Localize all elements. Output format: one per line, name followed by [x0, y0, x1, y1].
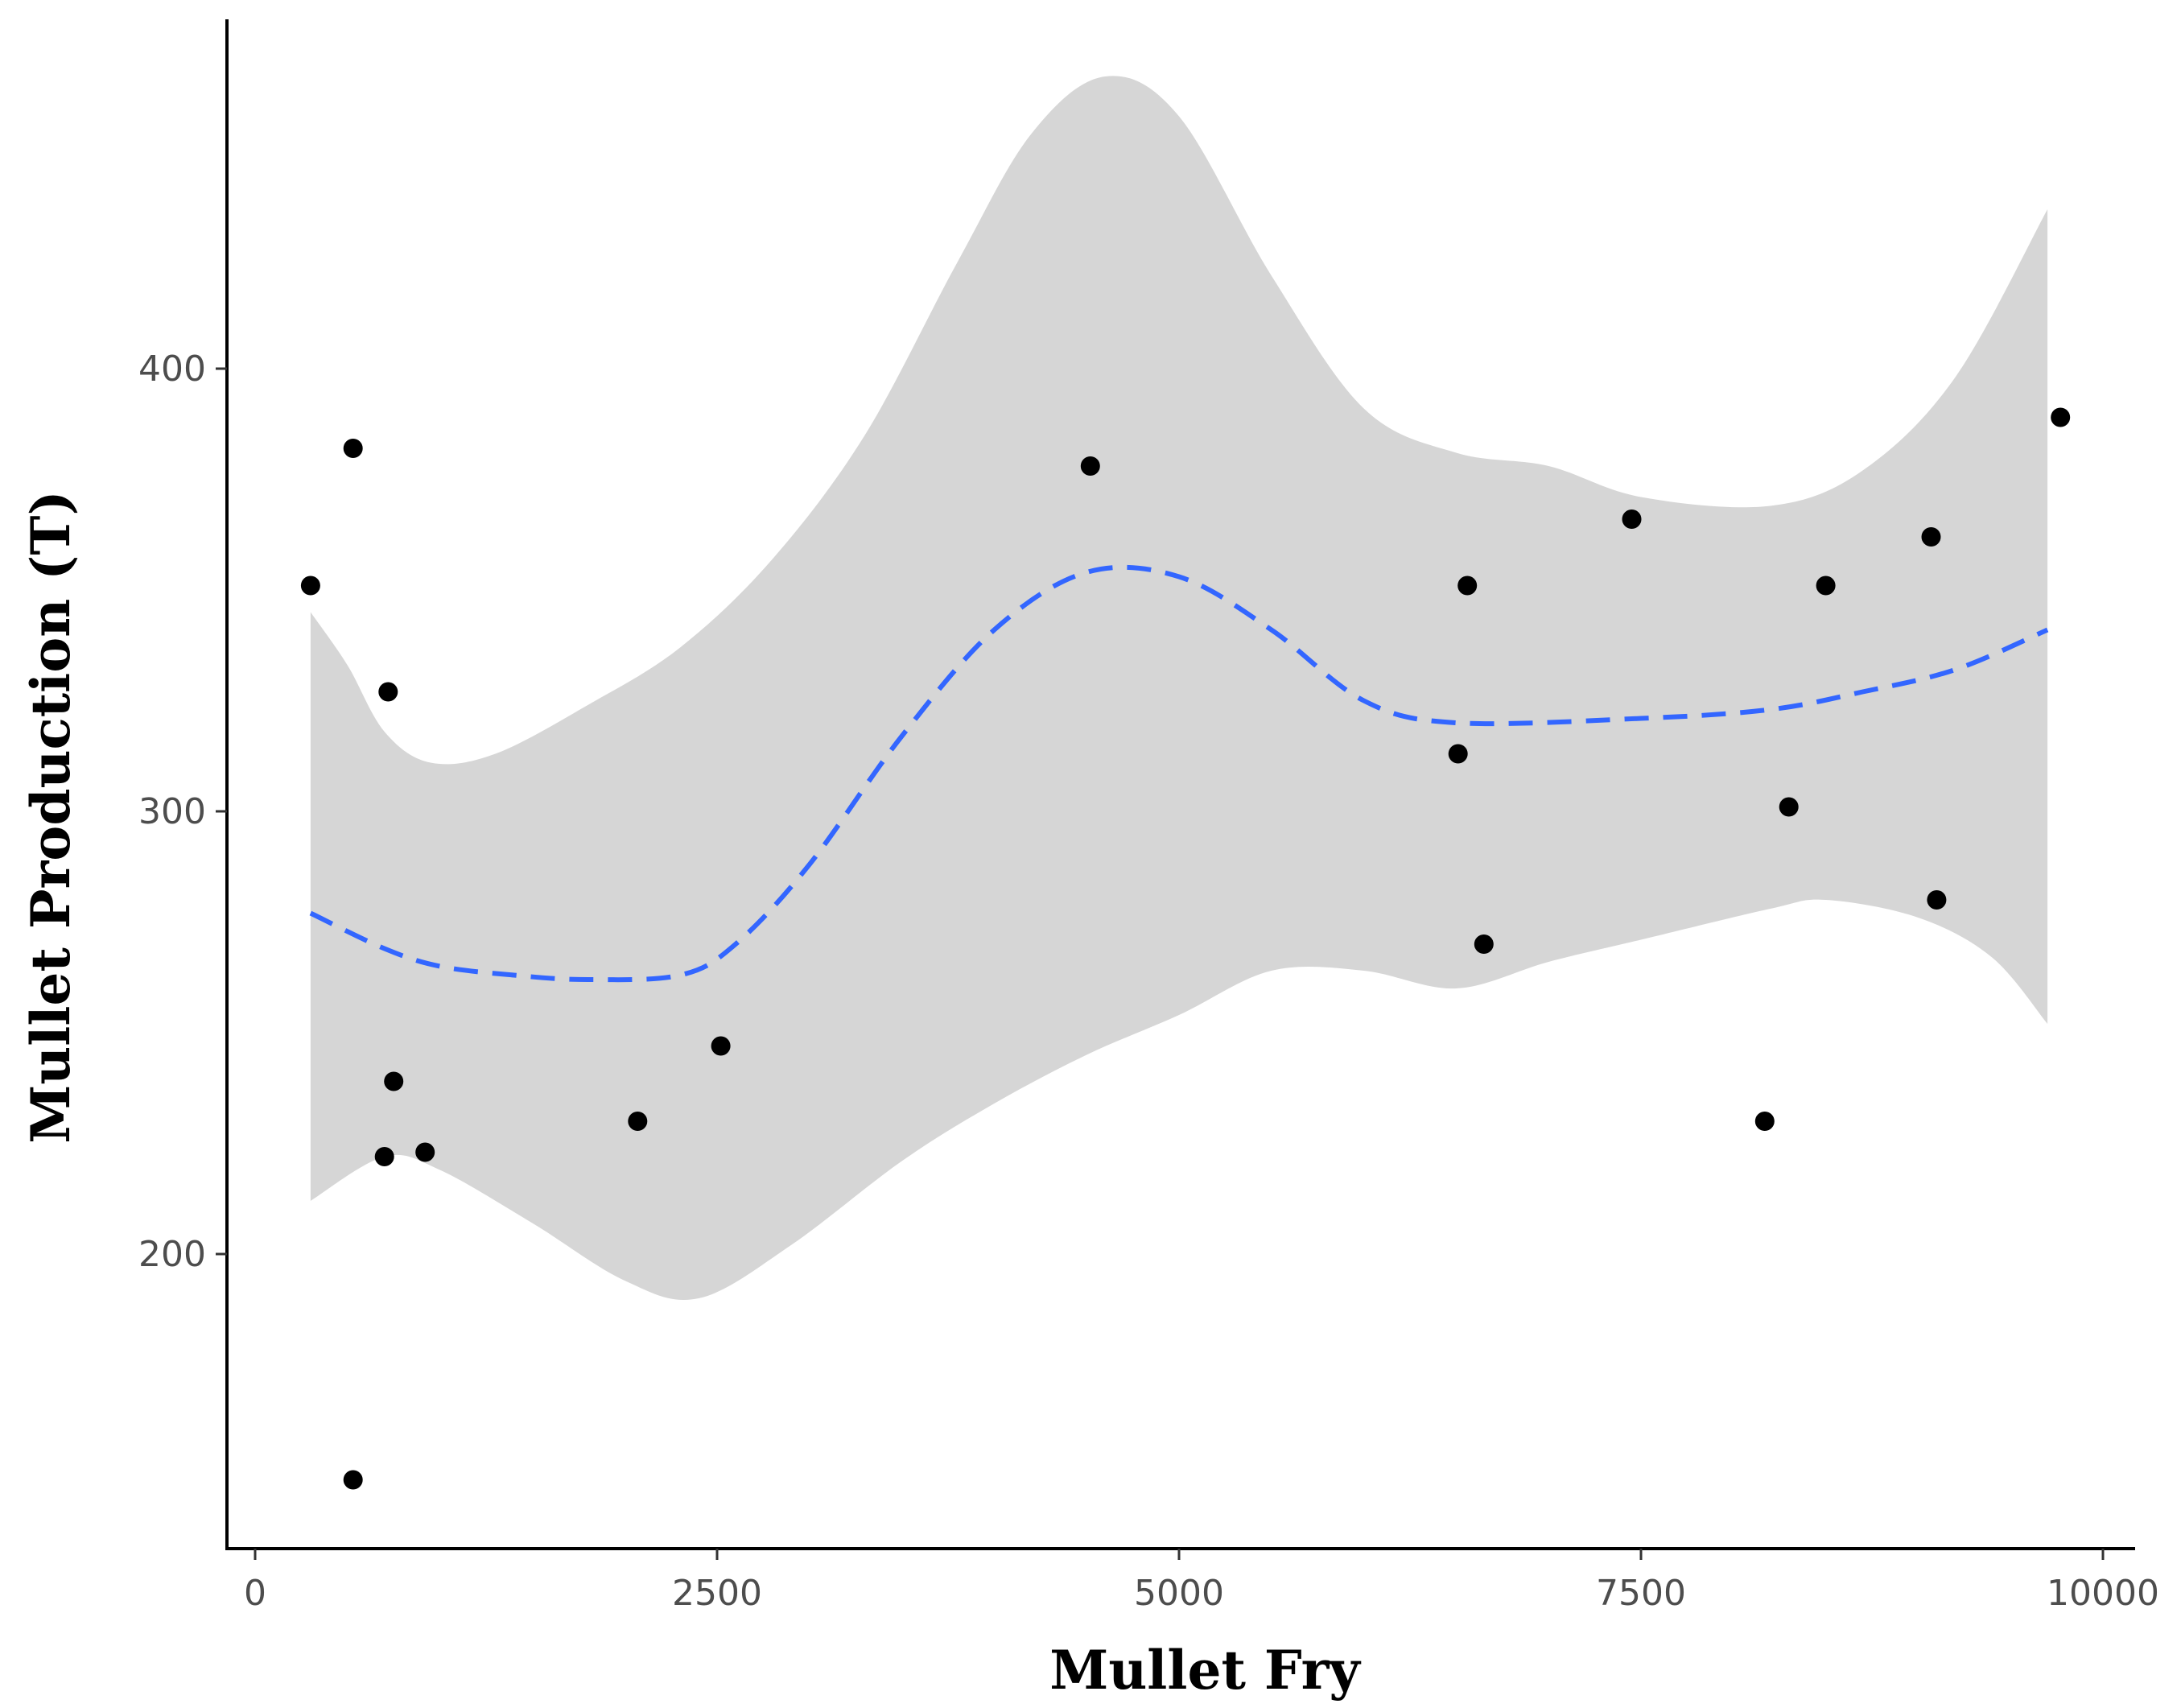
data-point	[1779, 797, 1799, 817]
data-points-layer	[300, 407, 2071, 1490]
data-point	[1921, 527, 1941, 547]
data-point	[1927, 890, 1947, 910]
x-tick-label: 5000	[1134, 1573, 1224, 1614]
data-point	[374, 1147, 394, 1166]
data-point	[1457, 576, 1478, 596]
data-point	[628, 1112, 648, 1131]
data-point	[343, 439, 363, 458]
x-tick-label: 7500	[1596, 1573, 1686, 1614]
data-point	[711, 1036, 731, 1056]
x-tick-label: 10000	[2047, 1573, 2159, 1614]
data-point	[2051, 407, 2071, 427]
confidence-band	[310, 76, 2048, 1301]
x-axis-title: Mullet Fry	[1049, 1639, 1361, 1702]
y-axis-title: Mullet Production (T)	[19, 490, 82, 1144]
data-point	[1448, 744, 1468, 764]
data-point	[415, 1142, 435, 1162]
y-tick-label: 200	[138, 1234, 206, 1275]
data-point	[1622, 510, 1642, 529]
smooth-trend-line	[309, 564, 2049, 983]
tick-layer: 0 2500 5000 7500 10000 200 300 400	[138, 349, 2159, 1614]
y-tick-label: 400	[138, 349, 206, 390]
data-point	[378, 682, 398, 702]
y-tick-label: 300	[138, 791, 206, 832]
data-point	[300, 576, 320, 596]
data-point	[1474, 934, 1494, 954]
confidence-band-layer	[310, 76, 2048, 1301]
data-point	[1080, 456, 1100, 476]
data-point	[1754, 1112, 1775, 1131]
x-tick-label: 0	[244, 1573, 266, 1614]
smooth-line-layer	[309, 564, 2049, 983]
data-point	[384, 1071, 404, 1091]
data-point	[1816, 576, 1836, 596]
x-tick-label: 2500	[672, 1573, 762, 1614]
data-point	[343, 1470, 363, 1490]
